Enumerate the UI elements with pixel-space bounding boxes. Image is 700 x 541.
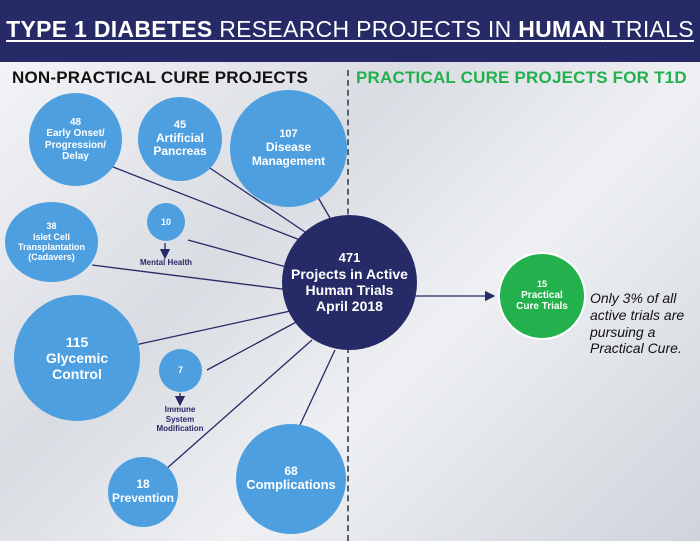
label-disease-management: Disease Management	[251, 140, 326, 168]
count-glycemic-control: 115	[65, 333, 89, 350]
bubble-complications: 68 Complications	[236, 424, 346, 534]
center-label-2: Human Trials	[305, 281, 394, 298]
bubble-practical-cure: 15 Practical Cure Trials	[498, 252, 586, 340]
line-early-onset	[107, 164, 301, 241]
center-count: 471	[338, 249, 361, 265]
practical-count: 15	[536, 279, 547, 290]
count-prevention: 18	[136, 477, 150, 492]
practical-cure-note: Only 3% of all active trials are pursuin…	[590, 290, 685, 357]
count-islet-cell: 38	[46, 221, 57, 232]
title-part-3: HUMAN	[518, 16, 606, 42]
bubble-glycemic-control: 115 Glycemic Control	[14, 295, 140, 421]
line-glycemic-control	[134, 309, 296, 346]
line-islet-cell	[91, 264, 291, 291]
bubble-artificial-pancreas: 45 Artificial Pancreas	[138, 97, 222, 181]
count-mental-health: 10	[160, 216, 171, 227]
line-complications	[299, 349, 336, 426]
count-early-onset: 48	[69, 116, 82, 128]
count-disease-management: 107	[279, 128, 298, 141]
label-early-onset: Early Onset/ Progression/ Delay	[44, 128, 107, 162]
bubble-active-projects-center: 471 Projects in Active Human Trials Apri…	[282, 215, 417, 350]
section-heading-practical: PRACTICAL CURE PROJECTS FOR T1D	[356, 68, 687, 87]
label-immune-system: Immune System Modification	[156, 405, 204, 434]
label-islet-cell: Islet Cell Transplantation (Cadavers)	[17, 231, 85, 263]
label-mental-health: Mental Health	[140, 258, 193, 267]
page-title: TYPE 1 DIABETES RESEARCH PROJECTS IN HUM…	[0, 16, 700, 43]
title-part-4: TRIALS	[605, 16, 694, 42]
section-heading-non-practical: NON-PRACTICAL CURE PROJECTS	[12, 68, 308, 87]
bubble-immune-system: 7	[159, 349, 202, 392]
title-part-2: RESEARCH PROJECTS IN	[212, 16, 519, 42]
label-artificial-pancreas: Artificial Pancreas	[153, 130, 207, 159]
title-part-1: TYPE 1 DIABETES	[6, 16, 213, 42]
line-mental-health	[187, 239, 291, 269]
center-label-1: Projects in Active	[291, 265, 408, 282]
count-complications: 68	[284, 463, 298, 478]
bubble-disease-management: 107 Disease Management	[230, 90, 347, 207]
count-artificial-pancreas: 45	[173, 118, 187, 131]
label-prevention: Prevention	[111, 491, 174, 505]
line-artificial-pancreas	[194, 157, 306, 233]
center-label-3: April 2018	[316, 298, 383, 315]
label-complications: Complications	[246, 477, 336, 493]
header-banner: TYPE 1 DIABETES RESEARCH PROJECTS IN HUM…	[0, 0, 700, 62]
count-immune-system: 7	[177, 365, 183, 376]
bubble-prevention: 18 Prevention	[108, 457, 178, 527]
bubble-early-onset: 48 Early Onset/ Progression/ Delay	[29, 93, 122, 186]
bubble-islet-cell: 38 Islet Cell Transplantation (Cadavers)	[5, 202, 98, 282]
line-immune-system	[206, 319, 301, 371]
practical-label: Practical Cure Trials	[516, 289, 568, 313]
line-prevention	[164, 339, 313, 471]
label-glycemic-control: Glycemic Control	[45, 349, 109, 383]
bubble-mental-health: 10	[147, 203, 185, 241]
